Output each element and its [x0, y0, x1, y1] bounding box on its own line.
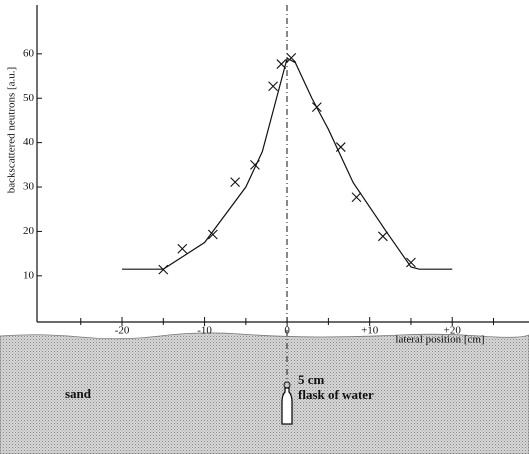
annotation: 5 cm [298, 372, 325, 387]
y-tick-label: 20 [23, 225, 35, 237]
annotation: sand [65, 386, 92, 401]
y-tick-label: 10 [23, 269, 35, 281]
x-axis-label: lateral position [cm] [395, 334, 484, 346]
marker [178, 244, 187, 253]
marker [269, 82, 278, 91]
marker [277, 60, 286, 69]
marker [312, 103, 321, 112]
marker [352, 193, 361, 202]
x-tick-label: -20 [115, 325, 130, 337]
marker [231, 178, 240, 187]
flask [282, 388, 292, 424]
y-axis-label: backscattered neutrons [a.u.] [6, 67, 18, 193]
y-tick-label: 60 [23, 47, 35, 59]
y-tick-label: 30 [23, 181, 35, 193]
marker [336, 143, 345, 152]
y-tick-label: 40 [23, 136, 35, 148]
marker [378, 232, 387, 241]
x-tick-label: +10 [361, 325, 379, 337]
x-tick-label: 0 [284, 325, 290, 337]
x-tick-label: -10 [197, 325, 212, 337]
chart: backscattered neutrons [a.u.] lateral po… [0, 0, 529, 454]
y-tick-label: 50 [23, 92, 35, 104]
x-tick-label: +20 [444, 325, 462, 337]
annotation: flask of water [298, 387, 374, 402]
